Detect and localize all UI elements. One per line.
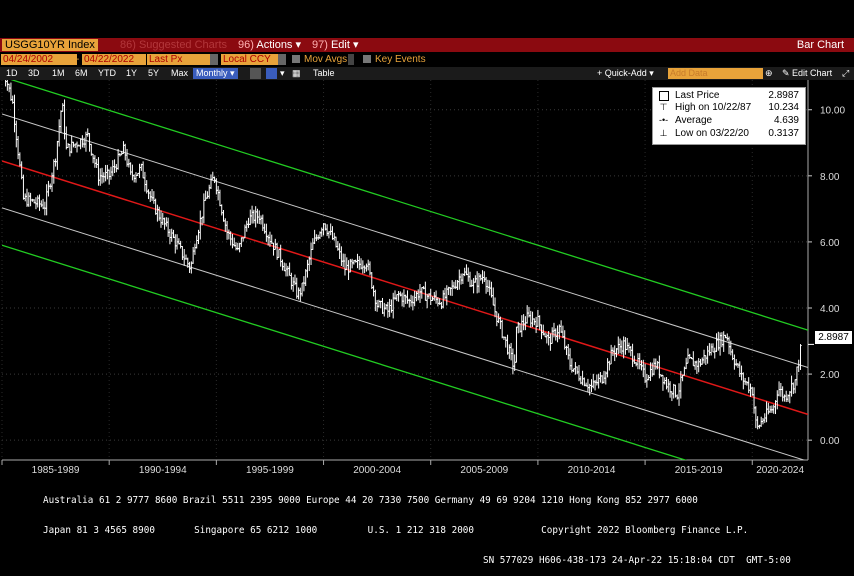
frequency-select[interactable]: Monthly ▾ [193, 68, 238, 79]
x-tick-label: 1985-1989 [32, 465, 80, 476]
add-data-input[interactable]: Add Data [668, 68, 763, 79]
edit-chart-icon[interactable]: ⊕ [765, 68, 773, 78]
high-marker-icon: ⊤ [659, 102, 668, 112]
lower-outer-band [2, 244, 688, 460]
chevron-down-icon: ▾ [295, 39, 302, 51]
title-bar: USGG10YR Index 86) Suggested Charts 96) … [0, 38, 854, 52]
mov-avgs-dropdown-icon[interactable] [348, 54, 354, 65]
line-chart-icon[interactable] [250, 68, 261, 79]
actions-label: Actions [256, 39, 293, 51]
upper-inner-band [2, 113, 808, 368]
actions-shortcut: 96) [238, 39, 254, 51]
y-tick-label: 10.00 [820, 106, 845, 117]
footer-line-3: SN 577029 H606-438-173 24-Apr-22 15:18:0… [483, 555, 791, 566]
upper-outer-band [10, 80, 808, 331]
last-price-swatch-icon [659, 91, 669, 101]
bar-chart-icon[interactable] [266, 68, 277, 79]
legend-last-value: 2.8987 [768, 90, 799, 101]
table-button[interactable]: Table [313, 68, 335, 78]
key-events-label: Key Events [375, 54, 426, 65]
expand-icon[interactable]: ⤢ [842, 68, 850, 78]
period-ytd-button[interactable]: YTD [98, 68, 116, 78]
start-date-field[interactable]: 04/24/2002 [1, 54, 77, 65]
x-tick-label: 2020-2024 [756, 465, 804, 476]
y-tick-label: 8.00 [820, 172, 840, 183]
actions-menu[interactable]: 96) Actions ▾ [238, 39, 301, 51]
date-separator: - [76, 54, 80, 65]
price-chart[interactable]: 0.00 2.00 4.00 6.00 8.00 10.00 1985-1989 1990-1… [0, 80, 854, 476]
ticker-field[interactable]: USGG10YR Index [2, 39, 98, 51]
edit-chart-label: Edit Chart [792, 68, 833, 78]
x-tick-label: 1990-1994 [139, 465, 187, 476]
suggested-charts-tab[interactable]: 86) Suggested Charts [120, 39, 228, 51]
edit-menu[interactable]: 97) Edit ▾ [312, 39, 359, 51]
period-1d-button[interactable]: 1D [6, 68, 18, 78]
last-price-label: 2.8987 [815, 331, 852, 344]
footer-line-1: Australia 61 2 9777 8600 Brazil 5511 239… [43, 495, 698, 506]
period-5y-button[interactable]: 5Y [148, 68, 160, 78]
average-marker-icon: -•- [659, 115, 669, 125]
period-bar: 1D 3D 1M 6M YTD 1Y 5Y Max Monthly ▾ ▾ ▦ … [0, 67, 854, 80]
edit-chart-button[interactable]: ✎ Edit Chart [782, 68, 833, 78]
field-dropdown-icon[interactable] [210, 54, 218, 65]
edit-shortcut: 97) [312, 39, 328, 51]
footer-line-2: Japan 81 3 4565 8900 Singapore 65 6212 1… [43, 525, 749, 536]
legend-last-label: Last Price [675, 90, 720, 101]
x-tick-label: 2000-2004 [353, 465, 401, 476]
table-icon[interactable]: ▦ [292, 68, 301, 78]
chevron-down-icon: ▾ [353, 39, 359, 51]
period-6m-button[interactable]: 6M [75, 68, 88, 78]
mov-avgs-label: Mov Avgs [304, 54, 348, 65]
key-events-checkbox[interactable] [363, 55, 371, 63]
quick-add-label: Quick-Add [604, 68, 647, 78]
legend-high-label: High on 10/22/87 [675, 102, 752, 113]
lower-inner-band [2, 207, 806, 460]
legend-low-label: Low on 03/22/20 [675, 128, 749, 139]
field-select[interactable]: Last Px [147, 54, 213, 65]
currency-select[interactable]: Local CCY [221, 54, 281, 65]
period-max-button[interactable]: Max [171, 68, 189, 78]
low-marker-icon: ⊥ [659, 128, 668, 138]
frequency-label: Monthly [196, 68, 228, 78]
period-3d-button[interactable]: 3D [28, 68, 40, 78]
edit-label: Edit [330, 39, 350, 51]
y-tick-label: 2.00 [820, 370, 840, 381]
legend-avg-label: Average [675, 115, 713, 126]
footer: Australia 61 2 9777 8600 Brazil 5511 239… [0, 476, 854, 576]
period-1m-button[interactable]: 1M [52, 68, 65, 78]
mov-avgs-checkbox[interactable] [292, 55, 300, 63]
x-tick-label: 2005-2009 [460, 465, 508, 476]
legend-avg-value: 4.639 [773, 115, 799, 126]
currency-dropdown-icon[interactable] [278, 54, 286, 65]
quick-add-button[interactable]: + Quick-Add ▾ [597, 68, 654, 78]
y-tick-label: 0.00 [820, 436, 840, 447]
chart-legend: Last Price 2.8987 ⊤ High on 10/22/87 10.… [652, 87, 806, 145]
regression-midline [2, 160, 808, 416]
y-tick-label: 6.00 [820, 238, 840, 249]
period-1y-button[interactable]: 1Y [126, 68, 138, 78]
x-tick-label: 1995-1999 [246, 465, 294, 476]
chevron-down-icon[interactable]: ▾ [280, 68, 285, 78]
parameter-bar: 04/24/2002 - 04/22/2022 Last Px Local CC… [0, 53, 854, 66]
x-tick-label: 2010-2014 [568, 465, 616, 476]
x-tick-label: 2015-2019 [675, 465, 723, 476]
view-type-label: Bar Chart [796, 39, 844, 51]
end-date-field[interactable]: 04/22/2022 [82, 54, 146, 65]
y-tick-label: 4.00 [820, 304, 840, 315]
legend-low-value: 0.3137 [768, 128, 799, 139]
legend-high-value: 10.234 [768, 102, 799, 113]
